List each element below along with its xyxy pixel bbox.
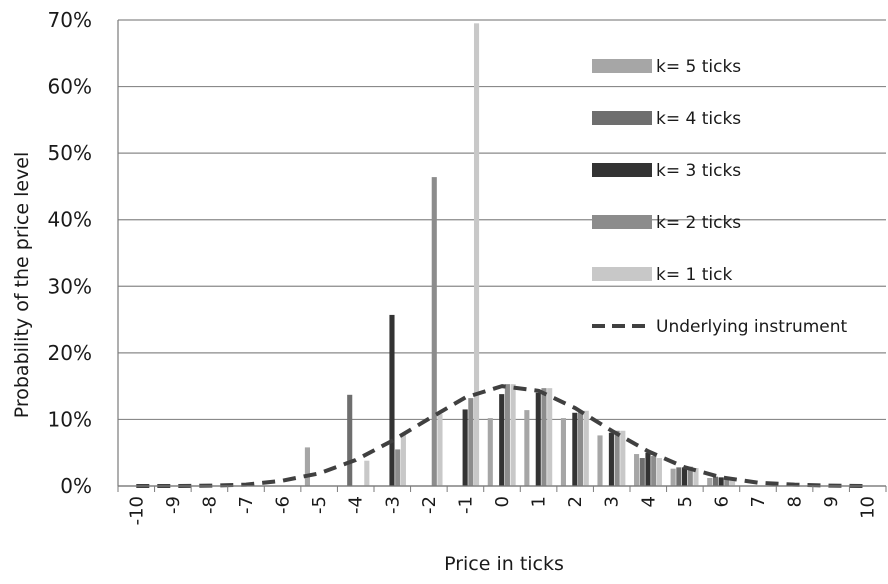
legend-swatch — [592, 215, 652, 229]
legend-label: k= 5 ticks — [656, 57, 741, 77]
bar — [718, 477, 724, 486]
x-tick-label: -1 — [455, 496, 476, 514]
legend-label: Underlying instrument — [656, 317, 848, 337]
bar — [693, 468, 699, 486]
line-layer — [136, 384, 868, 488]
x-tick-label: -3 — [382, 496, 403, 514]
x-tick-label: 1 — [529, 496, 550, 507]
legend-label: k= 1 tick — [656, 265, 732, 285]
x-tick-label: -10 — [126, 496, 147, 525]
bar — [651, 456, 657, 486]
bar — [670, 468, 676, 486]
bar — [614, 430, 620, 486]
bar — [364, 460, 370, 486]
y-tick-label: 30% — [48, 274, 92, 298]
y-tick-label: 10% — [48, 407, 92, 431]
y-tick-label: 70% — [48, 8, 92, 32]
legend-label: k= 3 ticks — [656, 161, 741, 181]
y-tick-label: 60% — [48, 75, 92, 99]
bar — [656, 458, 662, 486]
legend-swatch — [592, 163, 652, 177]
x-tick-label: -2 — [419, 496, 440, 514]
bar — [645, 452, 651, 486]
bar — [487, 418, 493, 486]
x-tick-label: 5 — [675, 496, 696, 507]
x-tick-label: 0 — [492, 496, 513, 507]
x-tick-label: 7 — [748, 496, 769, 507]
bar — [682, 467, 688, 486]
bar — [437, 414, 443, 486]
x-tick-label: -8 — [199, 496, 220, 514]
y-tick-label: 50% — [48, 141, 92, 165]
bar — [676, 467, 682, 486]
bar — [608, 432, 614, 486]
bar — [468, 398, 474, 486]
axis-layer: 0%10%20%30%40%50%60%70%-10 -9 -8 -7 -6 -5 -4 -3… — [48, 8, 887, 525]
x-tick-label: -9 — [163, 496, 184, 514]
bars-layer — [304, 23, 736, 487]
x-tick-label: 6 — [711, 496, 732, 507]
bar — [560, 418, 566, 486]
x-axis-title: Price in ticks — [444, 553, 564, 575]
bar — [639, 458, 645, 486]
x-tick-label: -6 — [273, 496, 294, 514]
y-tick-label: 0% — [60, 474, 92, 498]
legend: k= 5 ticks k= 4 ticks k= 3 ticks k= 2 ticks… — [592, 57, 848, 337]
bar — [707, 478, 713, 486]
bar — [389, 314, 395, 486]
bar — [535, 392, 541, 486]
x-tick-label: 8 — [785, 496, 806, 507]
bar — [712, 476, 718, 486]
legend-label: k= 4 ticks — [656, 109, 741, 129]
legend-label: k= 2 ticks — [656, 213, 741, 233]
grid-layer — [118, 19, 886, 487]
bar — [347, 394, 353, 486]
bar — [400, 434, 406, 486]
bar — [687, 466, 693, 486]
y-tick-label: 40% — [48, 208, 92, 232]
bar — [504, 384, 510, 486]
bar — [499, 394, 505, 486]
y-tick-label: 20% — [48, 341, 92, 365]
bar — [431, 177, 437, 487]
bar — [524, 410, 530, 486]
series-line-underlying-instrument — [136, 384, 868, 488]
bar — [395, 449, 401, 486]
bar — [729, 477, 736, 486]
bar — [473, 23, 480, 487]
x-tick-label: -5 — [309, 496, 330, 514]
bar — [462, 409, 468, 486]
x-tick-label: 3 — [602, 496, 623, 507]
bar — [572, 412, 578, 486]
bar — [304, 447, 310, 486]
legend-swatch — [592, 59, 652, 73]
bar — [597, 435, 603, 486]
bar — [547, 388, 553, 486]
bar — [634, 454, 640, 486]
legend-swatch — [592, 111, 652, 125]
bar — [620, 430, 626, 486]
x-tick-label: 9 — [821, 496, 842, 507]
x-tick-label: 4 — [638, 496, 659, 507]
x-tick-label: 10 — [858, 496, 879, 519]
bar — [578, 410, 584, 486]
bar — [724, 476, 730, 486]
bar — [541, 388, 547, 486]
bar — [583, 410, 589, 486]
bar — [510, 384, 516, 486]
x-tick-label: -7 — [236, 496, 257, 514]
legend-swatch — [592, 267, 652, 281]
x-tick-label: -4 — [346, 496, 367, 514]
y-axis-title: Probability of the price level — [11, 152, 33, 419]
x-tick-label: 2 — [565, 496, 586, 507]
